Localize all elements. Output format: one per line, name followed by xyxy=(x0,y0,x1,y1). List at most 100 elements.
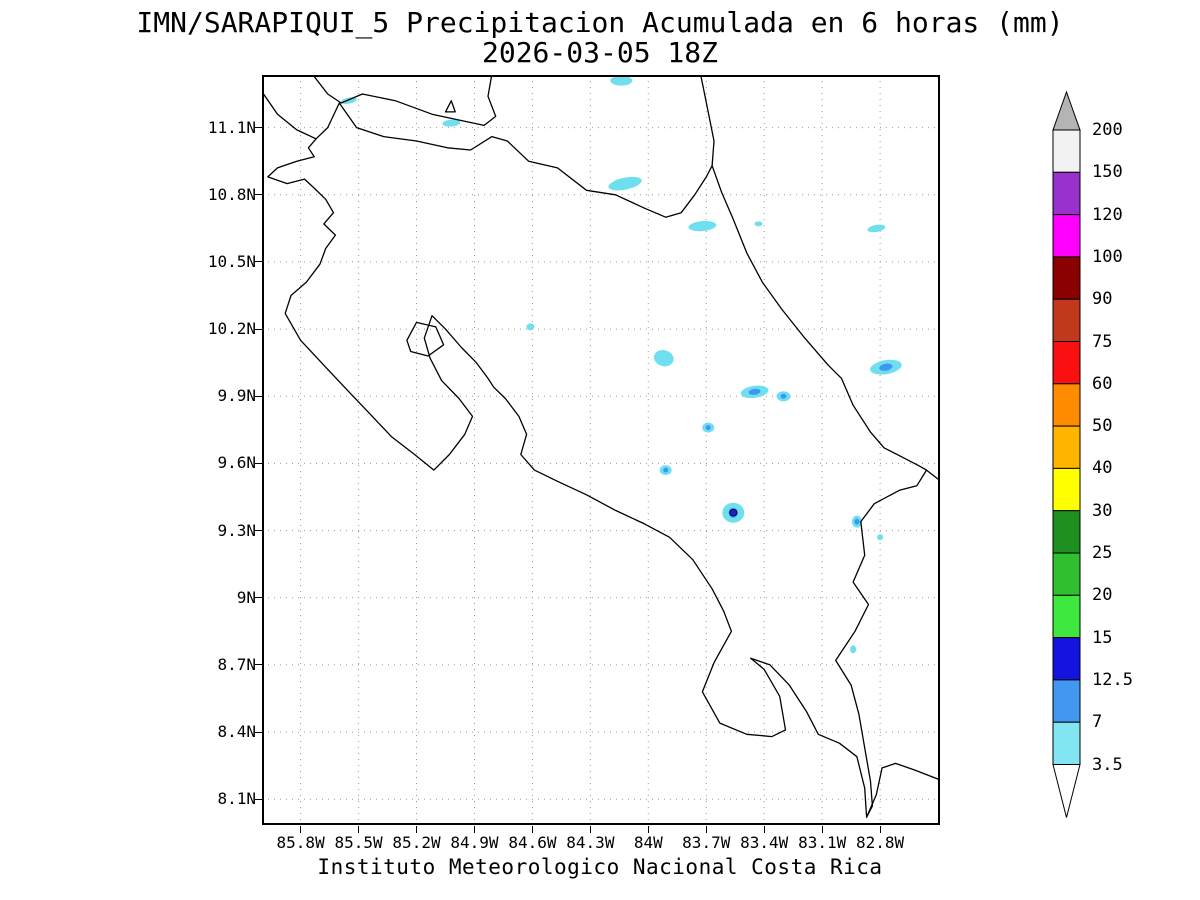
lat-tick-mark xyxy=(255,194,262,196)
colorbar-tick-label: 75 xyxy=(1092,331,1113,352)
colorbar-tick-label: 7 xyxy=(1092,712,1103,733)
lon-tick-label: 85.5W xyxy=(334,833,383,852)
chart-subtitle-datetime: 2026-03-05 18Z xyxy=(481,36,718,69)
map-plot-area xyxy=(262,75,940,825)
lon-tick-label: 83.7W xyxy=(682,833,731,852)
lon-tick-mark xyxy=(647,826,649,833)
lon-tick-label: 84W xyxy=(633,833,663,852)
colorbar-tick-label: 12.5 xyxy=(1092,669,1133,690)
lat-tick-label: 10.8N xyxy=(207,184,256,204)
precip-cell-light xyxy=(610,75,633,86)
lat-tick-mark xyxy=(255,597,262,599)
precip-cell-light xyxy=(653,350,674,367)
colorbar-band xyxy=(1052,467,1081,512)
colorbar-band xyxy=(1052,637,1081,681)
coastline xyxy=(262,91,939,818)
lon-tick-label: 83.4W xyxy=(740,833,789,852)
lat-tick-mark xyxy=(255,731,262,733)
lat-tick-label: 8.7N xyxy=(217,654,256,674)
lat-tick-label: 9.9N xyxy=(217,386,256,406)
lat-tick-label: 10.5N xyxy=(207,251,256,271)
colorbar-band xyxy=(1052,383,1081,427)
lat-tick-mark xyxy=(255,261,262,263)
colorbar-band xyxy=(1052,171,1081,216)
colorbar-band xyxy=(1052,298,1081,342)
lat-tick-mark xyxy=(255,395,262,397)
colorbar-band xyxy=(1052,214,1081,258)
coastline xyxy=(312,75,497,127)
lat-tick-mark xyxy=(255,462,262,464)
lat-tick-label: 8.4N xyxy=(217,722,256,742)
colorbar-band xyxy=(1052,256,1081,300)
colorbar-tick-label: 30 xyxy=(1092,500,1113,521)
precip-cell-core xyxy=(854,518,860,525)
colorbar-legend xyxy=(1052,90,1081,818)
colorbar-tick-label: 15 xyxy=(1092,627,1113,648)
lon-tick-mark xyxy=(763,826,765,833)
lon-tick-mark xyxy=(821,826,823,833)
colorbar-band xyxy=(1052,594,1081,639)
colorbar-band xyxy=(1052,425,1081,469)
colorbar-tick-label: 100 xyxy=(1092,246,1123,267)
colorbar-tick-label: 200 xyxy=(1092,120,1123,140)
colorbar-tick-label: 120 xyxy=(1092,204,1123,225)
colorbar-tick-label: 25 xyxy=(1092,543,1113,563)
precip-cell-core xyxy=(663,467,669,473)
lat-tick-label: 10.2N xyxy=(207,319,256,339)
precip-cell-core xyxy=(780,393,787,399)
colorbar-band xyxy=(1052,679,1081,723)
lon-tick-label: 84.6W xyxy=(508,833,557,852)
lon-tick-mark xyxy=(358,826,360,833)
precip-cell-light xyxy=(877,534,884,541)
lat-tick-label: 11.1N xyxy=(207,117,256,137)
colorbar-tick-label: 3.5 xyxy=(1092,754,1123,775)
colorbar-tick-label: 150 xyxy=(1092,162,1123,183)
coastline xyxy=(406,321,445,357)
colorbar-tick-label: 20 xyxy=(1092,585,1113,606)
precip-cell-light xyxy=(526,323,535,331)
lon-tick-mark xyxy=(879,826,881,833)
lat-tick-mark xyxy=(255,798,262,800)
coastline xyxy=(700,75,939,480)
precip-cell-light xyxy=(754,221,763,227)
lon-tick-mark xyxy=(589,826,591,833)
colorbar-band xyxy=(1052,552,1081,596)
lat-tick-mark xyxy=(255,530,262,532)
colorbar-band xyxy=(1052,341,1081,385)
lat-tick-label: 9.6N xyxy=(217,453,256,473)
lon-tick-label: 84.3W xyxy=(566,833,615,852)
lat-tick-label: 8.1N xyxy=(217,789,256,809)
coastline xyxy=(315,102,713,218)
lat-tick-mark xyxy=(255,328,262,330)
lat-tick-label: 9N xyxy=(236,587,256,607)
coastline xyxy=(444,100,456,113)
colorbar-tick-label: 50 xyxy=(1092,416,1113,437)
precip-cell-max xyxy=(729,508,738,517)
precip-cell-light xyxy=(867,224,886,233)
precip-cell-light xyxy=(608,176,642,191)
precip-cell-core xyxy=(748,388,761,395)
colorbar-band xyxy=(1052,129,1081,173)
precip-cell-light xyxy=(688,220,717,232)
lat-tick-mark xyxy=(255,664,262,666)
colorbar-arrow-below xyxy=(1052,764,1081,818)
costa-rica-map xyxy=(262,75,940,825)
lon-tick-label: 83.1W xyxy=(798,833,847,852)
plot-border xyxy=(262,75,940,825)
lon-tick-label: 84.9W xyxy=(450,833,499,852)
lon-tick-label: 82.8W xyxy=(856,833,905,852)
precip-cell-light xyxy=(442,119,461,127)
lon-tick-mark xyxy=(705,826,707,833)
lon-tick-mark xyxy=(473,826,475,833)
lon-tick-mark xyxy=(531,826,533,833)
colorbar-band xyxy=(1052,510,1081,554)
precip-cell-light xyxy=(341,97,357,104)
chart-title: IMN/SARAPIQUI_5 Precipitacion Acumulada … xyxy=(136,6,1064,39)
lat-tick-mark xyxy=(255,127,262,129)
lon-tick-label: 85.8W xyxy=(276,833,325,852)
colorbar-tick-label: 90 xyxy=(1092,289,1113,310)
coastline xyxy=(835,469,928,818)
colorbar-band xyxy=(1052,721,1081,766)
lat-tick-label: 9.3N xyxy=(217,520,256,540)
precip-cell-light xyxy=(850,645,857,654)
